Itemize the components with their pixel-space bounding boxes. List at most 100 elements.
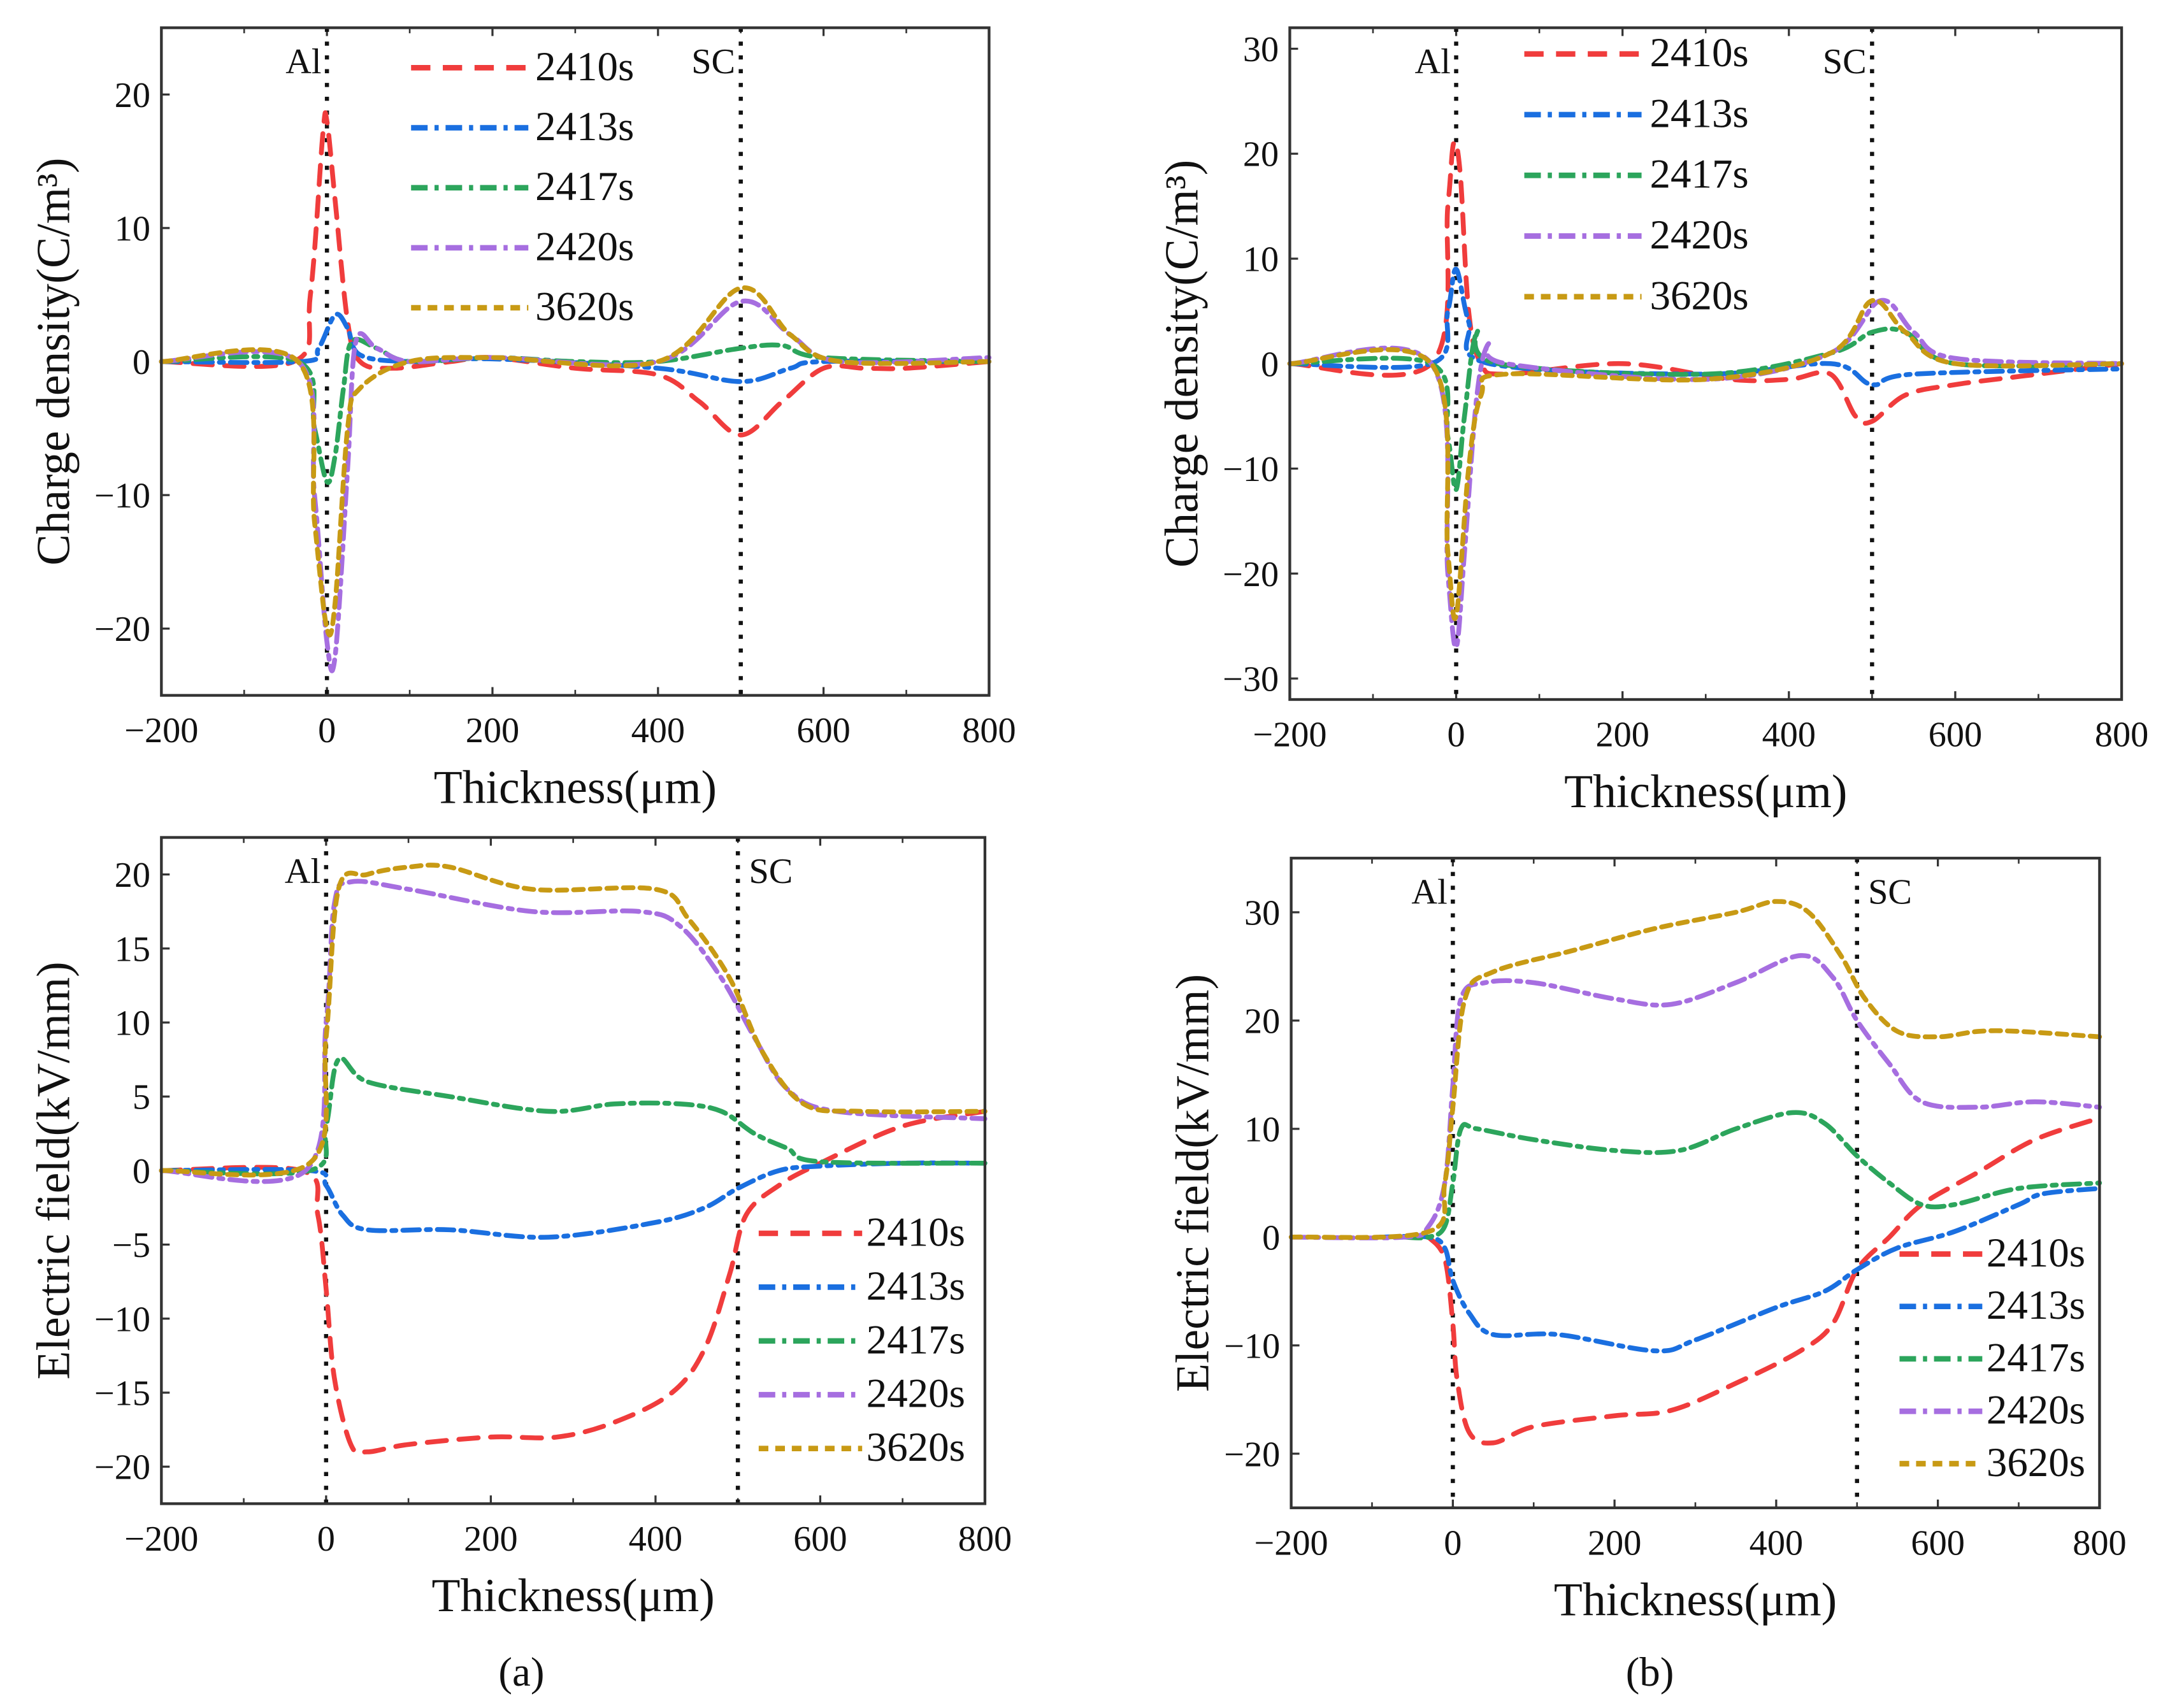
plot-frame (1290, 856, 2101, 1509)
annotation-al: Al (1411, 872, 1447, 912)
x-axis-label: Thickness(μm) (1564, 765, 1847, 817)
plot-frame (1288, 26, 2123, 701)
y-tick-label: 0 (133, 1152, 150, 1191)
y-tick-label: 10 (115, 209, 150, 248)
chart-field-a: −200 0 200 400 600 800 −20 −15 −10 −5 0 5 10 15 20 Thic… (27, 836, 1012, 1621)
annotation-al: Al (285, 852, 320, 891)
y-tick-label: 0 (133, 343, 150, 382)
legend: 2410s 2413s 2417s 2420s 3620s (758, 1209, 965, 1470)
legend-label: 2417s (1650, 152, 1749, 197)
series-line-3620s (1288, 899, 2102, 1240)
legend-label: 2413s (1987, 1282, 2085, 1328)
x-tick-label: −200 (1253, 715, 1326, 755)
series-line-2420s (1287, 298, 2124, 650)
y-tick-label: 30 (1244, 893, 1280, 933)
y-tick-label: −30 (1223, 660, 1279, 700)
y-axis-label: Charge density(C/m³) (27, 157, 79, 565)
legend-label: 2420s (866, 1371, 965, 1417)
series-line-2413s (159, 312, 992, 384)
x-axis-label: Thickness(μm) (434, 761, 717, 813)
annotation-al: Al (1415, 42, 1451, 82)
y-tick-label: 30 (1243, 30, 1279, 69)
x-tick-label: 0 (318, 711, 336, 750)
caption-a: (a) (498, 1649, 544, 1695)
x-tick-label: 400 (631, 711, 685, 750)
series-line-3620s (159, 863, 988, 1178)
annotation-sc: SC (1868, 872, 1912, 912)
y-tick-label: 20 (115, 856, 150, 895)
y-tick-label: 10 (115, 1003, 150, 1043)
y-axis-label: Electric field(kV/mm) (1167, 974, 1219, 1392)
caption-b: (b) (1626, 1649, 1674, 1695)
legend: 2410s 2413s 2417s 2420s 3620s (1524, 30, 1749, 319)
series-line-3620s (1287, 298, 2124, 621)
x-axis-label: Thickness(μm) (432, 1569, 715, 1621)
plot-frame (160, 836, 987, 1505)
y-tick-label: 20 (1243, 135, 1279, 175)
series-line-2410s (1426, 1116, 2102, 1446)
x-tick-label: 200 (1588, 1523, 1641, 1563)
series-line-2410s (159, 1109, 988, 1456)
series-line-2413s (159, 1160, 988, 1240)
x-tick-label: 0 (317, 1519, 335, 1559)
y-tick-label: −10 (1224, 1326, 1280, 1366)
y-tick-label: 15 (115, 929, 150, 969)
y-tick-label: 0 (1261, 345, 1279, 384)
annotation-sc: SC (749, 852, 793, 891)
chart-charge-a: −200 0 200 400 600 800 −20 −10 0 10 20 Thickness(μm… (27, 26, 1016, 813)
x-tick-label: −200 (1254, 1523, 1328, 1563)
y-axis-label: Charge density(C/m³) (1155, 160, 1207, 568)
annotation-sc: SC (1823, 42, 1867, 82)
y-axis-label: Electric field(kV/mm) (27, 961, 79, 1379)
x-tick-label: 800 (962, 711, 1016, 750)
y-tick-label: −5 (112, 1226, 150, 1265)
y-tick-label: −10 (1223, 450, 1279, 489)
y-tick-label: −20 (1223, 555, 1279, 594)
y-tick-label: −10 (94, 1300, 150, 1339)
x-tick-label: 600 (1911, 1523, 1964, 1563)
legend-label: 2417s (1987, 1335, 2085, 1381)
x-tick-label: 600 (796, 711, 850, 750)
x-tick-label: 600 (793, 1519, 847, 1559)
plot-frame (160, 26, 991, 697)
y-tick-label: 20 (115, 76, 150, 115)
series-line-2420s (1288, 953, 2102, 1240)
y-tick-label: −20 (94, 610, 150, 649)
x-tick-label: 200 (466, 711, 519, 750)
legend-label: 3620s (866, 1425, 965, 1470)
x-axis-label: Thickness(μm) (1554, 1574, 1837, 1626)
x-tick-label: 200 (1595, 715, 1649, 755)
legend: 2410s 2413s 2417s 2420s 3620s (1899, 1230, 2085, 1486)
legend-label: 2413s (1650, 90, 1749, 136)
series-line-2410s (1287, 139, 2124, 426)
chart-field-b: −200 0 200 400 600 800 −20 −10 0 10 20 30 Thickness(… (1167, 856, 2127, 1626)
y-tick-label: 5 (133, 1078, 150, 1117)
legend-label: 3620s (1987, 1440, 2085, 1486)
y-tick-label: −20 (94, 1448, 150, 1488)
legend-label: 2417s (535, 164, 634, 210)
y-tick-label: 0 (1262, 1218, 1280, 1258)
chart-charge-b: −200 0 200 400 600 800 −30 −20 −10 0 10 20 30 Thickne… (1155, 26, 2148, 817)
annotation-al: Al (285, 42, 321, 82)
legend-label: 2410s (1987, 1230, 2085, 1276)
legend-label: 3620s (1650, 273, 1749, 319)
legend-label: 3620s (535, 284, 634, 330)
x-tick-label: 600 (1929, 715, 1982, 755)
x-tick-label: 800 (2073, 1523, 2126, 1563)
x-tick-label: −200 (124, 711, 198, 750)
y-tick-label: −15 (94, 1374, 150, 1413)
x-tick-label: 0 (1447, 715, 1465, 755)
x-tick-label: 800 (2095, 715, 2148, 755)
legend-label: 2413s (866, 1263, 965, 1309)
y-tick-label: 20 (1244, 1001, 1280, 1041)
y-tick-label: 10 (1244, 1110, 1280, 1149)
x-tick-label: 800 (958, 1519, 1012, 1559)
series-line-3620s (159, 285, 992, 638)
x-tick-label: 400 (1762, 715, 1816, 755)
legend-label: 2417s (866, 1317, 965, 1363)
x-tick-label: 200 (464, 1519, 517, 1559)
legend: 2410s 2413s 2417s 2420s 3620s (411, 44, 634, 330)
series-line-2420s (159, 298, 992, 673)
y-tick-label: −10 (94, 477, 150, 516)
